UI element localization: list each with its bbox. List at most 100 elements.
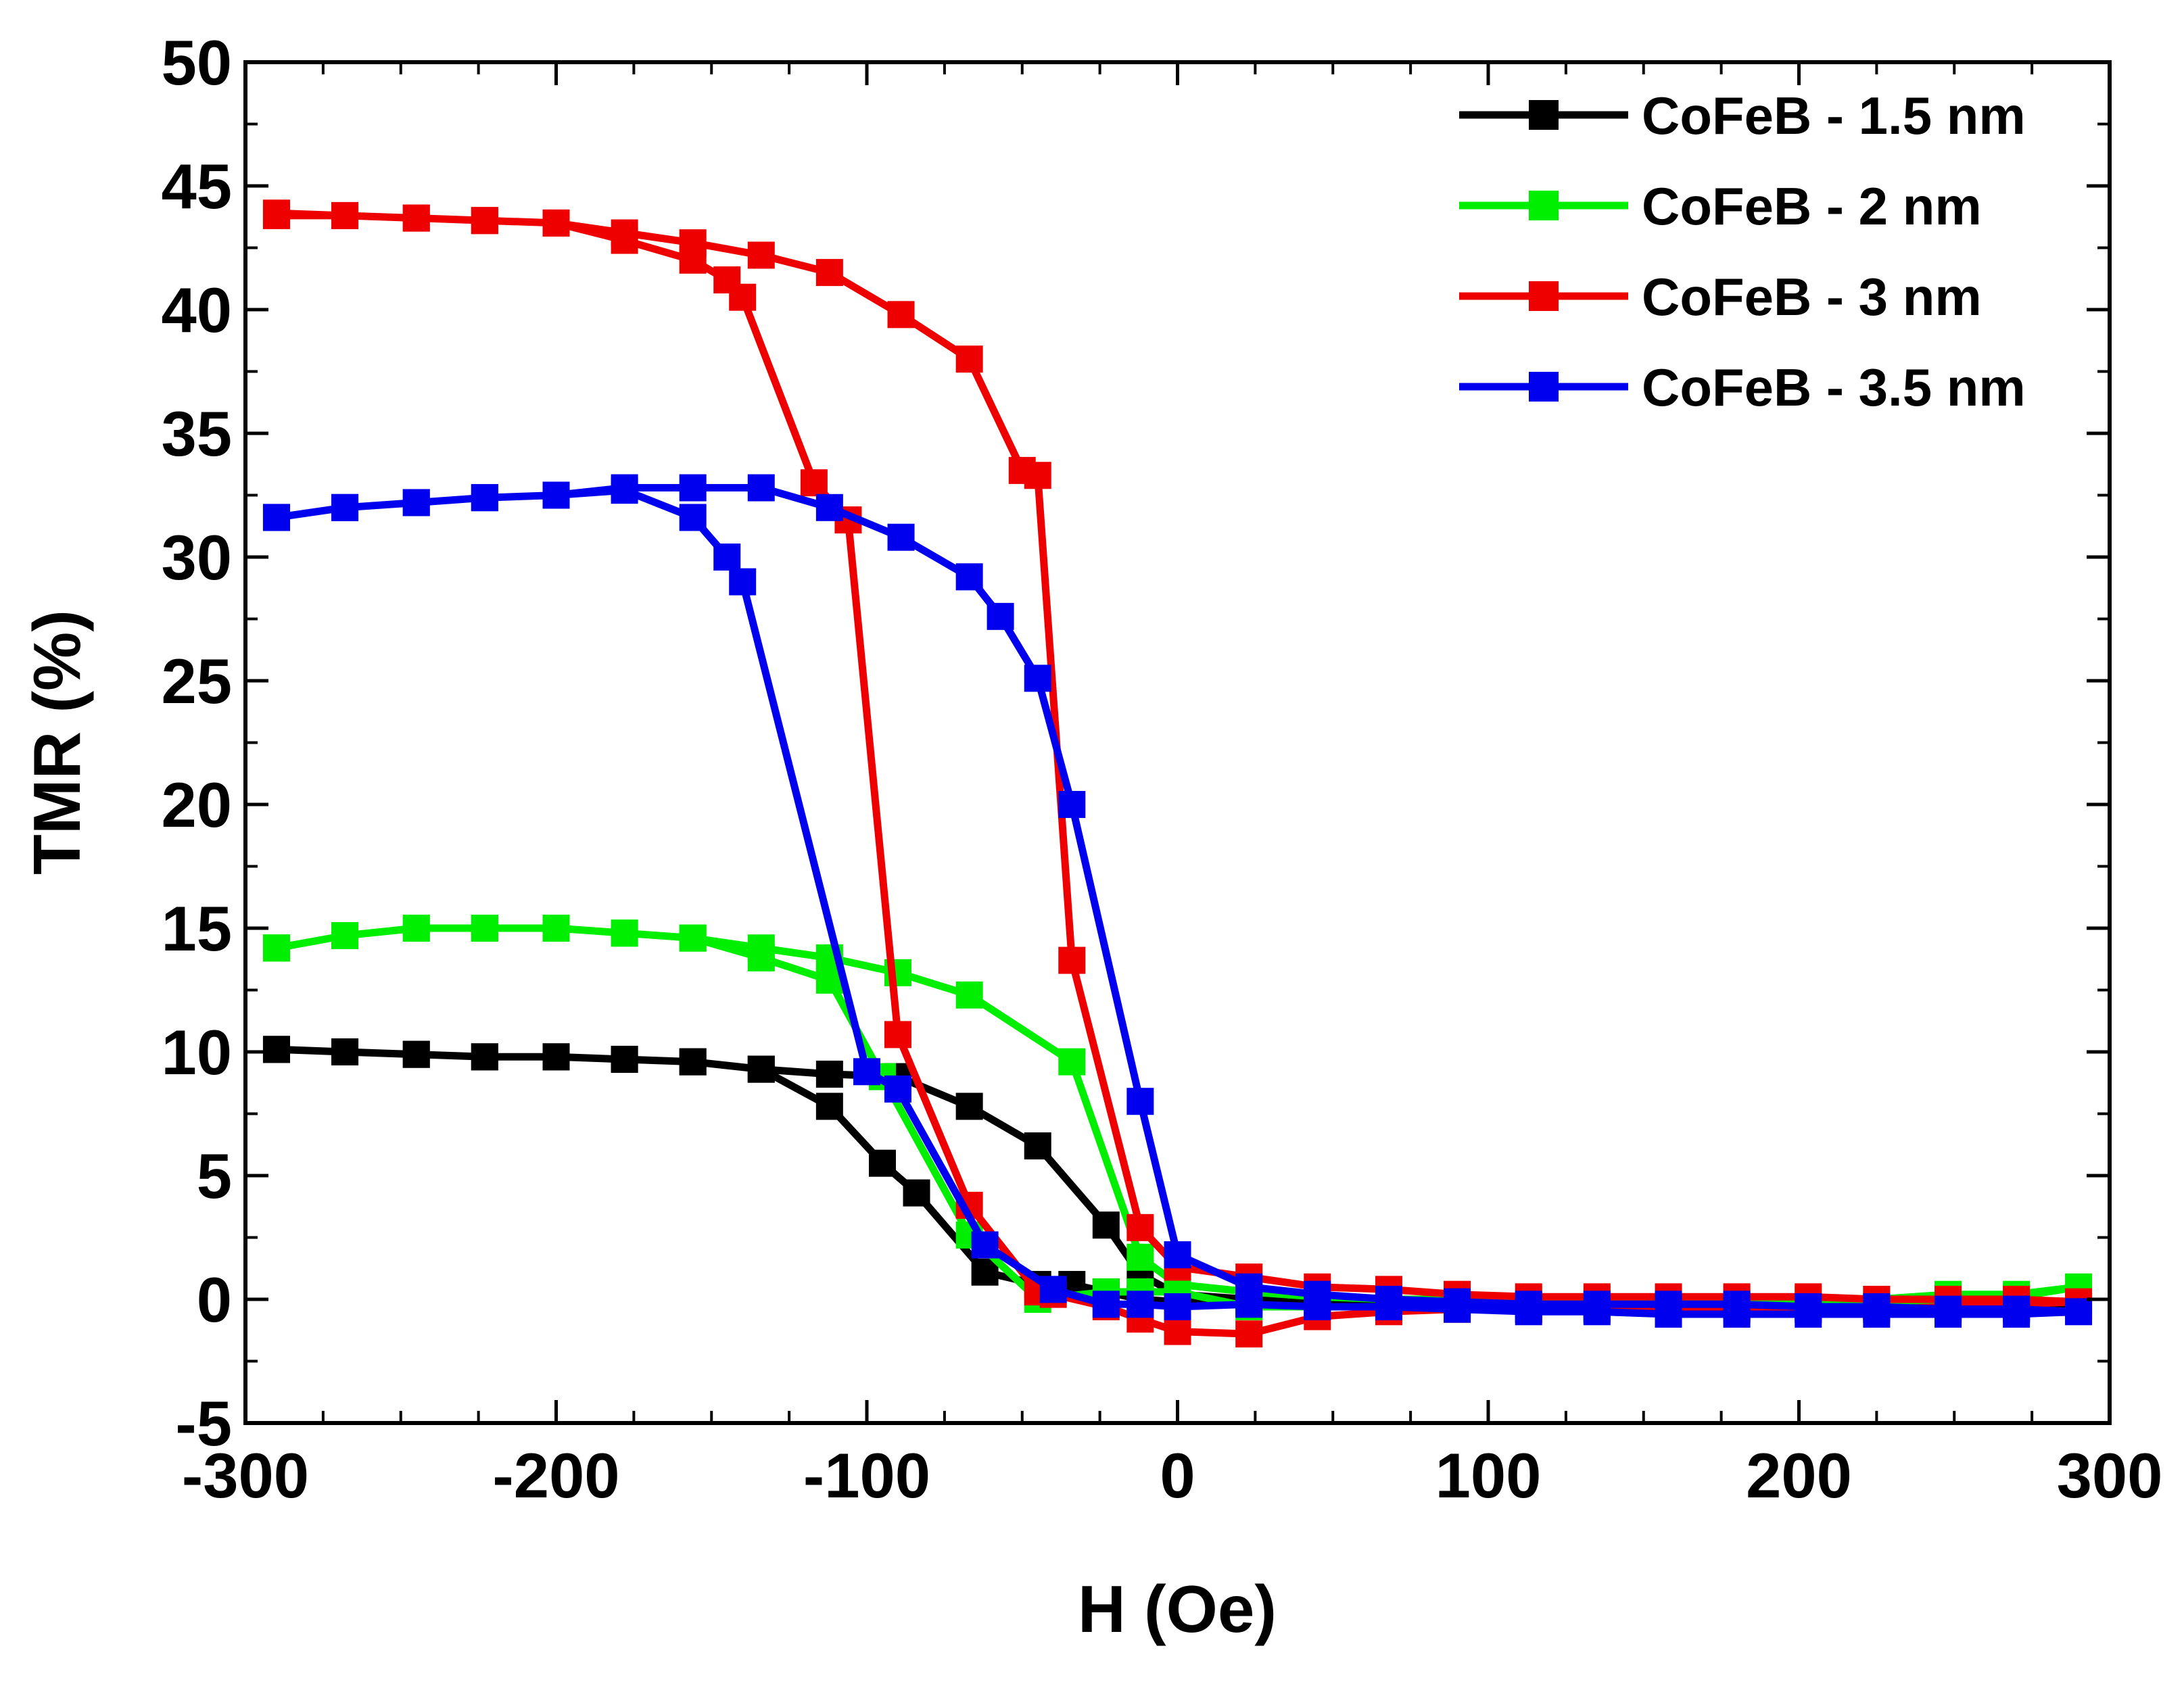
y-tick-label: 0: [197, 1264, 232, 1335]
data-point-marker: [815, 1060, 843, 1088]
data-point-marker: [679, 924, 707, 952]
data-point-marker: [471, 1043, 498, 1071]
data-point-marker: [331, 493, 359, 521]
data-point-marker: [542, 915, 570, 942]
legend-entry: CoFeB - 3.5 nm: [1459, 358, 2026, 417]
data-point-marker: [1092, 1211, 1120, 1239]
data-point-marker: [955, 563, 983, 591]
data-point-marker: [1164, 1318, 1191, 1345]
data-point-marker: [2003, 1300, 2031, 1328]
data-point-marker: [262, 199, 290, 227]
data-point-marker: [679, 1048, 707, 1076]
data-point-marker: [884, 1021, 911, 1049]
legend-entry: CoFeB - 3 nm: [1459, 267, 1982, 327]
y-tick-label: 20: [161, 769, 232, 840]
data-point-marker: [747, 944, 775, 971]
data-point-marker: [747, 1055, 775, 1083]
data-point-marker: [402, 204, 430, 232]
legend-marker: [1529, 372, 1559, 402]
data-point-marker: [1515, 1298, 1542, 1326]
data-point-marker: [1863, 1300, 1891, 1328]
data-point-marker: [262, 934, 290, 962]
data-point-marker: [471, 484, 498, 512]
data-point-marker: [1058, 946, 1086, 974]
data-point-marker: [815, 1092, 843, 1120]
data-point-marker: [955, 981, 983, 1009]
data-point-marker: [713, 266, 741, 294]
data-point-marker: [868, 1149, 896, 1177]
data-point-marker: [262, 1036, 290, 1063]
y-tick-label: 5: [197, 1140, 232, 1211]
data-point-marker: [1024, 665, 1051, 692]
y-axis-title: TMR (%): [20, 610, 94, 875]
data-point-marker: [402, 915, 430, 942]
data-point-marker: [853, 1058, 880, 1086]
axis-ticks: [243, 60, 2112, 1425]
y-tick-label: 50: [161, 27, 232, 98]
legend: CoFeB - 1.5 nm CoFeB - 2 nm CoFeB - 3 nm Co…: [1459, 86, 2026, 417]
data-point-marker: [800, 469, 828, 497]
data-point-marker: [611, 226, 638, 254]
data-point-marker: [1058, 1048, 1086, 1076]
x-tick-label: -100: [803, 1440, 930, 1511]
data-point-marker: [1058, 791, 1086, 818]
data-point-marker: [542, 209, 570, 237]
data-point-marker: [955, 1092, 983, 1120]
legend-marker: [1529, 100, 1559, 130]
legend-entry: CoFeB - 1.5 nm: [1459, 86, 2026, 145]
legend-entry: CoFeB - 2 nm: [1459, 176, 1982, 236]
data-point-marker: [679, 246, 707, 274]
x-tick-label: 200: [1746, 1440, 1852, 1511]
data-point-marker: [402, 489, 430, 516]
data-point-marker: [1235, 1320, 1263, 1348]
data-point-marker: [1126, 1213, 1154, 1241]
legend-marker: [1529, 281, 1559, 311]
data-point-marker: [1024, 462, 1051, 489]
x-tick-label: 0: [1160, 1440, 1195, 1511]
data-point-marker: [1235, 1291, 1263, 1318]
data-point-marker: [1655, 1300, 1682, 1328]
data-point-marker: [402, 1040, 430, 1068]
y-tick-label: 45: [161, 151, 232, 222]
x-tick-label: -300: [182, 1440, 309, 1511]
data-point-marker: [887, 301, 915, 329]
data-point-marker: [1934, 1300, 1962, 1328]
data-point-marker: [1092, 1291, 1120, 1318]
data-point-marker: [815, 493, 843, 521]
data-point-marker: [1795, 1300, 1822, 1328]
legend-label: CoFeB - 1.5 nm: [1642, 86, 2026, 145]
data-point-marker: [331, 921, 359, 949]
data-point-marker: [542, 1043, 570, 1071]
data-point-marker: [679, 504, 707, 531]
data-point-marker: [747, 474, 775, 502]
data-point-marker: [542, 481, 570, 509]
data-point-marker: [1164, 1241, 1191, 1269]
x-axis-title: H (Oe): [1078, 1572, 1277, 1646]
data-point-marker: [1164, 1293, 1191, 1320]
x-tick-label: 100: [1435, 1440, 1542, 1511]
y-tick-label: 25: [161, 646, 232, 717]
series-4: [262, 474, 2093, 1328]
data-point-marker: [1444, 1295, 1471, 1323]
data-point-marker: [611, 919, 638, 947]
data-point-marker: [713, 544, 741, 571]
data-point-marker: [1024, 1132, 1051, 1160]
x-tick-label: -200: [492, 1440, 619, 1511]
legend-label: CoFeB - 3.5 nm: [1642, 358, 2026, 417]
series-layer: [262, 199, 2093, 1348]
y-tick-label: 10: [161, 1017, 232, 1088]
data-point-marker: [611, 477, 638, 504]
data-point-marker: [331, 201, 359, 229]
data-point-marker: [262, 504, 290, 531]
data-point-marker: [1375, 1293, 1402, 1320]
y-tick-label: 35: [161, 398, 232, 469]
x-tick-label: 300: [2057, 1440, 2163, 1511]
y-tick-label: 15: [161, 893, 232, 964]
data-point-marker: [1583, 1298, 1611, 1326]
data-point-marker: [331, 1038, 359, 1065]
data-point-marker: [887, 523, 915, 551]
legend-label: CoFeB - 2 nm: [1642, 176, 1982, 236]
data-point-marker: [1039, 1276, 1067, 1303]
axis-tick-labels: -300 -200 -100 0 100 200 300 -5 0 5 10 15 20 25 30 35 40…: [161, 27, 2162, 1511]
